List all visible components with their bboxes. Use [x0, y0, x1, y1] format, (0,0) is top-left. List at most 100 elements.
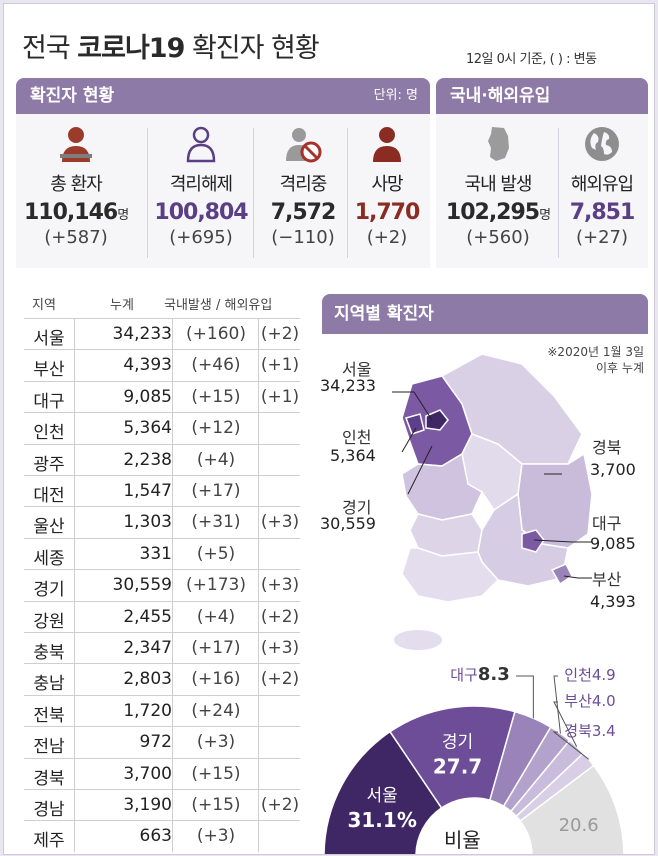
- cell-cum: 2,347: [123, 638, 172, 658]
- stat-value: 110,146명: [24, 200, 129, 225]
- map-value-daegu: 9,085: [590, 534, 636, 553]
- stat-value: 7,572: [251, 200, 355, 225]
- table-row: 경기 30,559 (+173) (+3): [24, 569, 300, 601]
- stat-change: (+560): [466, 227, 530, 248]
- page-title: 전국 코로나19 확진자 현황: [22, 26, 320, 65]
- title-bold: 코로나19: [77, 33, 185, 64]
- unit-label: 단위: 명: [373, 88, 418, 103]
- table-row: 경북 3,700 (+15): [24, 757, 300, 790]
- cell-ovs: (+2): [260, 669, 300, 690]
- cell-dom: (+17): [191, 481, 241, 501]
- cell-dom: (+15): [191, 795, 241, 815]
- table-row: 세종 331 (+5): [24, 537, 300, 570]
- slice-outer-label: 부산4.0: [564, 692, 615, 710]
- map-value-gyeonggi: 30,559: [320, 514, 376, 533]
- stat-change: (−110): [271, 227, 335, 248]
- stat-overseas: 해외유입 7,851 (+27): [554, 124, 650, 248]
- map-value-gyeongbuk: 3,700: [590, 460, 636, 479]
- stat-value: 1,770: [338, 200, 436, 225]
- cell-dom: (+16): [191, 669, 241, 690]
- slice-leader-line: [552, 731, 589, 760]
- map-value-busan: 4,393: [590, 592, 636, 611]
- cell-region: 경북: [33, 768, 65, 789]
- map-jeonnam: [401, 547, 500, 603]
- stat-number: 7,851: [569, 200, 636, 225]
- map-note-line2: 이후 누계: [596, 361, 644, 375]
- slice-outer-label: 대구8.3: [450, 664, 510, 685]
- cell-cum: 4,393: [123, 355, 172, 376]
- cell-ovs: (+2): [260, 324, 300, 344]
- cell-dom: (+15): [191, 386, 241, 407]
- cell-cum: 972: [139, 732, 172, 753]
- infographic-frame: 전국 코로나19 확진자 현황 12일 0시 기준, ( ) : 변동 확진자 …: [3, 3, 655, 855]
- origin-section-title: 국내·해외유입: [450, 86, 551, 106]
- korea-map-icon: [478, 124, 518, 164]
- cell-cum: 663: [139, 826, 172, 847]
- map-label-daegu: 대구: [592, 514, 622, 533]
- title-prefix: 전국: [22, 33, 78, 64]
- cell-region: 부산: [33, 360, 65, 381]
- cell-dom: (+15): [191, 763, 241, 784]
- cell-ovs: (+3): [260, 638, 300, 658]
- table-row: 전남 972 (+3): [24, 726, 300, 758]
- divider: [147, 128, 148, 258]
- cell-dom: (+4): [196, 449, 236, 470]
- ratio-slice: [519, 764, 625, 854]
- cell-region: 충남: [33, 674, 65, 695]
- divider: [253, 128, 254, 258]
- divider: [558, 128, 559, 258]
- cell-cum: 2,238: [123, 449, 172, 470]
- cell-region: 제주: [33, 831, 65, 852]
- map-label-gyeongbuk: 경북: [592, 438, 622, 457]
- stat-number: 7,572: [270, 200, 337, 225]
- map-chungnam: [401, 452, 483, 521]
- ratio-slice: [323, 730, 443, 854]
- cell-cum: 1,303: [123, 512, 172, 533]
- stat-label: 총 환자: [50, 174, 102, 195]
- map-section-header: 지역별 확진자: [322, 294, 648, 334]
- map-jeju: [394, 630, 442, 650]
- ratio-slice: [389, 705, 516, 809]
- cell-region: 인천: [33, 423, 65, 444]
- cell-dom: (+3): [196, 732, 236, 753]
- cell-region: 대전: [33, 486, 65, 506]
- cell-cum: 1,720: [123, 700, 172, 721]
- cell-region: 경기: [33, 580, 65, 601]
- cell-dom: (+31): [191, 512, 241, 533]
- table-row: 경남 3,190 (+15) (+2): [24, 789, 300, 821]
- stat-change: (+27): [575, 227, 629, 248]
- stat-value: 102,295명: [440, 200, 556, 225]
- header-domestic-overseas: 국내발생 / 해외유입: [164, 298, 273, 313]
- cell-dom: (+12): [191, 418, 241, 439]
- map-incheon: [405, 413, 425, 435]
- cell-cum: 34,233: [112, 324, 172, 344]
- slice-leader-line: [553, 701, 578, 747]
- map-note: ※2020년 1월 3일 이후 누계: [536, 344, 644, 376]
- stat-number: 102,295: [445, 200, 540, 225]
- cell-region: 전북: [33, 705, 65, 726]
- stat-label: 해외유입: [570, 174, 634, 195]
- table-row: 대전 1,547 (+17): [24, 475, 300, 507]
- cell-dom: (+24): [191, 700, 241, 721]
- cell-cum: 2,455: [123, 606, 172, 627]
- map-label-incheon: 인천: [342, 428, 372, 447]
- stat-total: 총 환자 110,146명 (+587): [24, 124, 129, 248]
- slice-name-label: 서울: [367, 786, 398, 806]
- cell-region: 광주: [33, 454, 65, 475]
- cell-cum: 2,803: [123, 669, 172, 690]
- map-note-line1: ※2020년 1월 3일: [547, 345, 644, 359]
- stat-change: (+587): [44, 227, 108, 248]
- table-row: 서울 34,233 (+160) (+2): [24, 318, 300, 350]
- cell-ovs: (+3): [260, 512, 300, 533]
- table-row: 울산 1,303 (+31) (+3): [24, 506, 300, 538]
- cell-region: 경남: [33, 800, 65, 820]
- divider: [347, 128, 348, 258]
- cell-ovs: (+3): [260, 575, 300, 596]
- cell-cum: 9,085: [123, 386, 172, 407]
- basis-note: 12일 0시 기준, ( ) : 변동: [466, 52, 597, 67]
- map-label-gyeonggi: 경기: [342, 498, 372, 517]
- stat-released: 격리해제 100,804 (+695): [149, 124, 253, 248]
- stat-number: 1,770: [354, 200, 421, 225]
- person-icon: [56, 124, 96, 164]
